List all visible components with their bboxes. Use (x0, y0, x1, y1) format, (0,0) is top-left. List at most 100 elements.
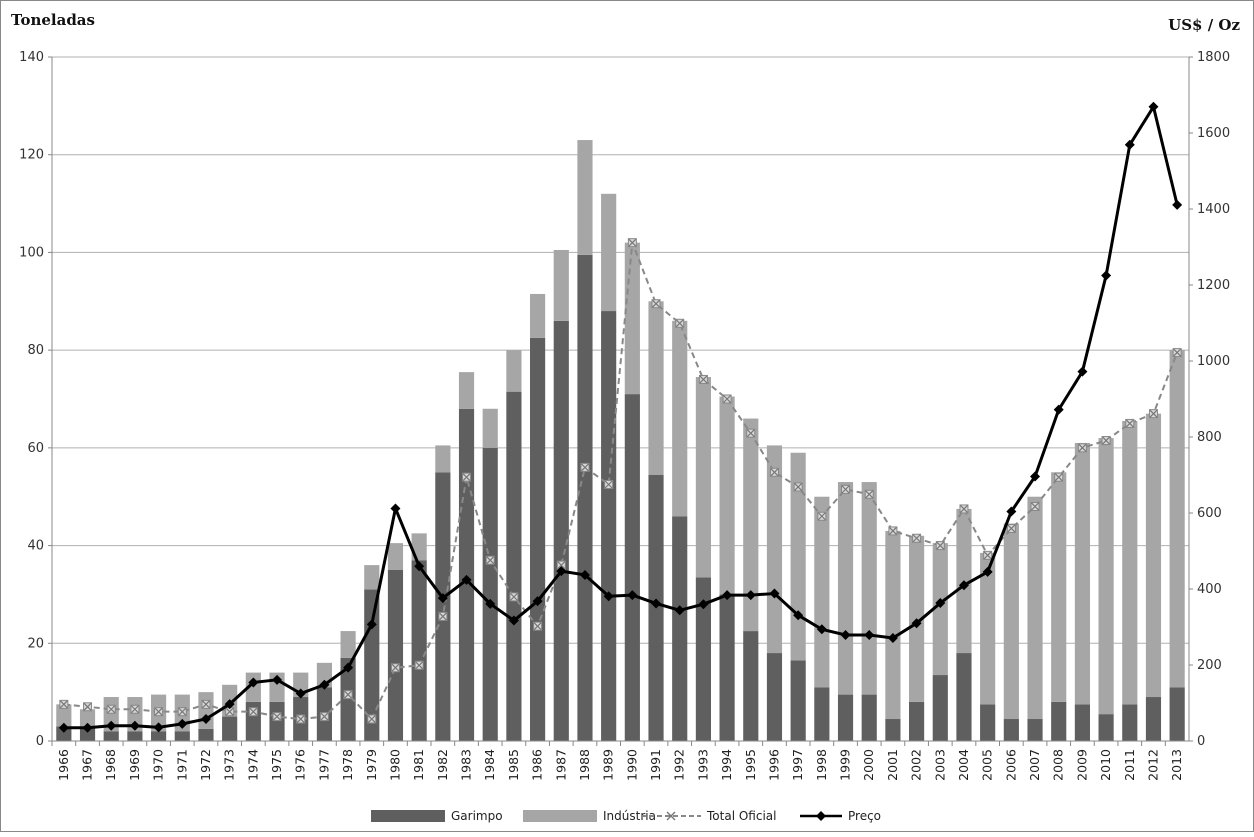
marker-cross (107, 705, 116, 714)
marker-cross (628, 238, 637, 247)
point-total-oficial (177, 707, 187, 717)
bar-garimpo (980, 704, 996, 741)
point-total-oficial (130, 704, 140, 714)
marker-cross (723, 395, 732, 403)
x-tick-label: 2007 (1027, 749, 1042, 781)
x-tick-label: 1991 (648, 749, 663, 781)
point-total-oficial (841, 484, 851, 494)
x-tick-label: 2012 (1145, 749, 1160, 781)
point-total-oficial (912, 533, 922, 543)
point-total-oficial (59, 699, 69, 709)
point-total-oficial (296, 714, 306, 724)
point-preco (698, 599, 709, 610)
point-total-oficial (272, 712, 282, 722)
line-total-oficial (63, 242, 1179, 721)
point-preco (745, 590, 756, 601)
marker-cross (1149, 409, 1158, 418)
marker-cross (675, 319, 684, 328)
marker-cross (462, 473, 471, 482)
x-tick-label: 2000 (861, 749, 876, 781)
bar-industria (1145, 413, 1162, 698)
point-preco (556, 566, 567, 577)
x-tick-label: 2013 (1169, 749, 1184, 781)
bar-garimpo (56, 726, 72, 741)
bar-garimpo (79, 726, 96, 741)
point-total-oficial (959, 504, 969, 514)
point-preco (485, 598, 496, 609)
bar-industria (435, 445, 451, 473)
bar-industria (1122, 420, 1138, 705)
point-preco (769, 588, 780, 599)
marker-cross (1007, 524, 1016, 533)
point-preco (390, 503, 401, 514)
bar-industria (719, 396, 735, 595)
y-tick-label-right: 1200 (1197, 278, 1230, 293)
point-preco (1077, 366, 1088, 377)
point-total-oficial (651, 299, 661, 309)
point-total-oficial (817, 511, 827, 521)
x-tick-label: 1968 (103, 749, 118, 781)
bar-garimpo (1074, 704, 1090, 741)
x-tick-label: 1973 (222, 749, 237, 781)
legend-swatch-industria (523, 810, 597, 822)
bars (56, 140, 1185, 741)
marker-cross (557, 561, 566, 570)
point-preco (793, 610, 804, 621)
point-total-oficial (675, 318, 685, 328)
point-preco (1006, 506, 1017, 517)
bar-industria (861, 482, 877, 695)
bar-industria (1098, 438, 1114, 715)
marker-cross (249, 707, 258, 716)
bar-industria (837, 482, 854, 695)
bar-garimpo (364, 589, 380, 741)
bar-garimpo (624, 394, 640, 741)
y-tick-label-left: 40 (27, 539, 44, 554)
x-tick-label: 1986 (530, 749, 545, 781)
point-total-oficial (414, 660, 424, 670)
point-preco (887, 633, 898, 644)
marker-cross (841, 485, 850, 494)
bar-garimpo (411, 560, 427, 741)
x-tick-label: 1970 (151, 749, 166, 781)
bar-garimpo (672, 516, 688, 741)
point-total-oficial (983, 550, 993, 560)
x-tick-label: 1983 (459, 749, 474, 781)
bar-garimpo (103, 731, 119, 741)
bar-industria (932, 543, 948, 676)
marker-cross (936, 541, 945, 550)
x-tick-label: 1997 (790, 749, 805, 781)
point-total-oficial (462, 472, 472, 482)
point-total-oficial (1172, 348, 1182, 358)
bar-garimpo (837, 694, 854, 741)
legend-item-total-oficial: Total Oficial (641, 809, 776, 823)
point-preco (129, 720, 140, 731)
bar-garimpo (861, 694, 877, 741)
x-tick-label: 2003 (932, 749, 947, 781)
x-tick-label: 2004 (956, 749, 971, 781)
bar-industria (766, 445, 783, 654)
point-total-oficial (83, 702, 93, 712)
marker-cross (794, 483, 803, 491)
bar-industria (482, 408, 498, 448)
bar-garimpo (1145, 697, 1162, 741)
marker-cross (699, 375, 708, 384)
bar-garimpo (530, 337, 546, 741)
bar-industria (387, 543, 404, 570)
point-preco (248, 677, 259, 688)
marker-cross (296, 715, 305, 723)
legend-marker-total-oficial (666, 811, 676, 821)
legend-marker-preco (816, 811, 826, 821)
point-total-oficial (864, 489, 874, 499)
x-tick-label: 2010 (1098, 749, 1113, 781)
point-total-oficial (106, 704, 116, 714)
point-total-oficial (793, 482, 803, 492)
bar-industria (601, 193, 617, 312)
point-total-oficial (367, 714, 377, 724)
bar-garimpo (909, 701, 925, 741)
marker-cross (438, 612, 447, 621)
point-preco (106, 720, 117, 731)
point-total-oficial (1006, 523, 1016, 533)
marker-cross (415, 661, 424, 670)
bar-garimpo (1169, 687, 1185, 741)
